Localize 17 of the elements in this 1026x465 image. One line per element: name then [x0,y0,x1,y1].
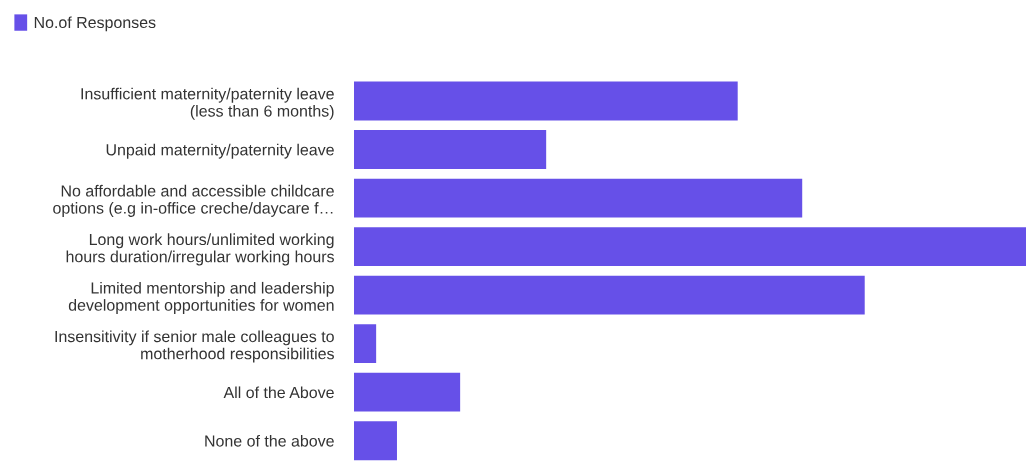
bar [353,421,397,461]
y-tick-label: Insensitivity if senior male colleagues to motherhood responsibilities [55,330,334,363]
bar [353,372,461,412]
y-tick-label: None of the above [205,434,334,447]
y-tick-label: Insufficient maternity/paternity leave (less than 6 months) [81,87,334,120]
bar [353,81,738,121]
bar [353,324,377,364]
y-tick-label: Long work hours/unlimited working hours duration/irregular working hours [66,233,334,266]
y-tick-label: No affordable and accessible childcare options (e.g in-office creche/daycare f… [53,184,334,217]
legend-label: No.of Responses [34,16,156,32]
bar [353,275,865,315]
y-tick-label: Unpaid maternity/paternity leave [106,143,334,159]
bar [353,227,1026,267]
y-tick-label: Limited mentorship and leadership development opportunities for women [68,281,334,314]
bar [353,178,803,218]
bar [353,130,547,169]
y-tick-label: All of the Above [223,386,334,399]
